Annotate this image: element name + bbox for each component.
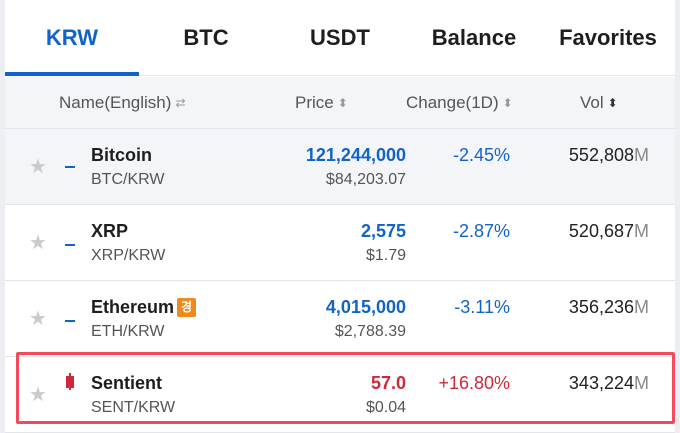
coin-volume: 356,236M [569, 297, 649, 318]
coin-pair: BTC/KRW [91, 171, 165, 188]
coin-usd-price: $0.04 [365, 399, 406, 416]
column-price-label: Price [295, 93, 334, 112]
star-icon[interactable]: ★ [29, 232, 47, 254]
coin-name[interactable]: Bitcoin [91, 145, 152, 166]
coin-volume-unit: M [634, 145, 649, 165]
market-panel: KRW BTC USDT Balance Favorites Name(Engl… [5, 0, 675, 433]
mini-candle-icon [65, 166, 75, 168]
coin-volume-unit: M [634, 221, 649, 241]
star-icon[interactable]: ★ [29, 156, 47, 178]
table-header: Name(English) ⇄ Price ⬍ Change(1D) ⬍ Vol… [5, 77, 675, 129]
coin-change: -3.11% [454, 297, 510, 317]
coin-volume: 520,687M [569, 221, 649, 242]
tab-favorites[interactable]: Favorites [541, 0, 675, 76]
coin-name[interactable]: XRP [91, 221, 128, 242]
column-change-label: Change(1D) [406, 93, 499, 112]
swap-icon: ⇄ [175, 96, 186, 110]
coin-usd-price: $1.79 [365, 247, 406, 264]
coin-change: -2.87% [452, 221, 510, 241]
column-vol-header[interactable]: Vol ⬍ [580, 77, 618, 129]
coin-volume-value: 520,687 [568, 221, 634, 241]
column-vol-label: Vol [580, 93, 604, 112]
column-name-label: Name(English) [59, 93, 172, 112]
tab-favorites-label: Favorites [559, 25, 657, 50]
star-icon[interactable]: ★ [29, 384, 47, 406]
coin-price: 4,015,000 [325, 297, 406, 317]
tab-krw-label: KRW [45, 25, 99, 50]
column-price-header[interactable]: Price ⬍ [295, 77, 348, 129]
tab-usdt[interactable]: USDT [273, 0, 407, 76]
star-icon[interactable]: ★ [29, 308, 47, 330]
coin-volume: 343,224M [569, 373, 649, 394]
coin-usd-price: $2,788.39 [334, 323, 406, 340]
column-name-header[interactable]: Name(English) ⇄ [59, 77, 186, 129]
active-tab-indicator [5, 72, 139, 76]
coin-name-text: Bitcoin [91, 145, 152, 165]
coin-name-text: Sentient [91, 373, 163, 393]
market-tabs: KRW BTC USDT Balance Favorites [5, 0, 675, 76]
coin-name-text: XRP [91, 221, 129, 241]
tab-usdt-label: USDT [310, 25, 370, 50]
coin-volume: 552,808M [569, 145, 649, 166]
mini-candle-icon [65, 320, 75, 322]
table-row[interactable]: ★ Ethereum 경 ETH/KRW 4,015,000 $2,788.39 … [5, 281, 675, 357]
coin-volume-value: 343,224 [568, 373, 634, 393]
column-change-header[interactable]: Change(1D) ⬍ [406, 77, 513, 129]
tab-balance[interactable]: Balance [407, 0, 541, 76]
coin-pair: XRP/KRW [91, 247, 166, 264]
coin-usd-price: $84,203.07 [325, 171, 406, 188]
sort-icon: ⬍ [502, 96, 513, 110]
coin-change: +16.80% [438, 373, 510, 393]
coin-volume-value: 552,808 [568, 145, 634, 165]
coin-price: 2,575 [360, 221, 406, 241]
coin-volume-value: 356,236 [568, 297, 634, 317]
coin-name[interactable]: Ethereum 경 [91, 297, 197, 318]
tab-btc[interactable]: BTC [139, 0, 273, 76]
coin-name[interactable]: Sentient [91, 373, 162, 394]
mini-candle-icon [66, 373, 74, 390]
coin-price: 121,244,000 [305, 145, 406, 165]
coin-volume-unit: M [634, 373, 649, 393]
table-row[interactable]: ★ Sentient SENT/KRW 57.0 $0.04 +16.80% 3… [5, 357, 675, 433]
coin-change: -2.45% [452, 145, 510, 165]
warning-badge: 경 [177, 298, 197, 317]
table-row[interactable]: ★ XRP XRP/KRW 2,575 $1.79 -2.87% 520,687… [5, 205, 675, 281]
tab-btc-label: BTC [183, 25, 229, 50]
sort-icon: ⬍ [337, 96, 348, 110]
mini-candle-icon [65, 244, 75, 246]
coin-name-text: Ethereum [91, 297, 175, 317]
tab-krw[interactable]: KRW [5, 0, 139, 76]
table-row[interactable]: ★ Bitcoin BTC/KRW 121,244,000 $84,203.07… [5, 129, 675, 205]
coin-price: 57.0 [370, 373, 406, 393]
coin-pair: SENT/KRW [91, 399, 176, 416]
coin-volume-unit: M [634, 297, 649, 317]
coin-pair: ETH/KRW [91, 323, 165, 340]
tab-balance-label: Balance [431, 25, 517, 50]
sort-icon: ⬍ [607, 96, 618, 110]
